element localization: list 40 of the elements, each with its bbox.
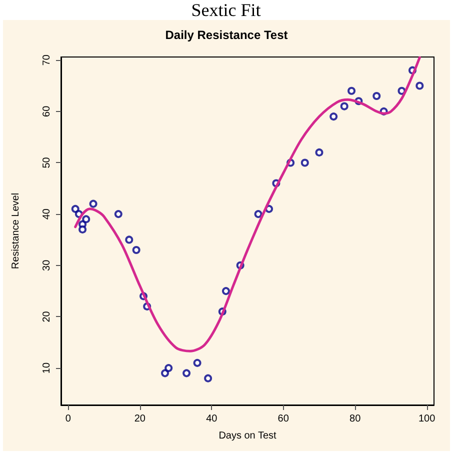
point	[182, 369, 191, 378]
x-tick-label: 20	[134, 414, 146, 424]
point	[330, 112, 338, 121]
point	[78, 225, 87, 234]
x-tick-label: 40	[206, 414, 218, 424]
point	[372, 92, 381, 100]
y-tick-label: 10	[42, 362, 52, 374]
line-series	[74, 56, 421, 352]
point	[161, 369, 170, 378]
y-tick-label: 60	[42, 105, 52, 117]
y-tick-label: 30	[42, 259, 52, 271]
point	[340, 102, 348, 110]
point	[416, 82, 424, 90]
point	[132, 246, 140, 254]
point	[114, 210, 122, 218]
x-tick-label: 80	[350, 414, 362, 424]
point	[204, 374, 212, 382]
y-tick-label: 70	[42, 54, 52, 66]
point	[222, 287, 230, 296]
point	[348, 86, 356, 95]
point	[398, 86, 406, 95]
point	[300, 158, 309, 167]
x-axis-title: Days on Test	[218, 430, 277, 442]
point	[254, 210, 262, 218]
y-tick-label: 50	[42, 156, 52, 168]
point	[82, 215, 90, 224]
x-tick-label: 60	[278, 414, 290, 424]
x-tick-label: 0	[65, 414, 72, 424]
point	[89, 200, 98, 208]
point	[164, 364, 173, 372]
y-tick-label: 40	[42, 208, 52, 220]
point	[193, 358, 202, 367]
point	[71, 204, 80, 213]
y-axis-title: Resistance Level	[10, 192, 22, 270]
text: Sextic Fit	[190, 0, 262, 20]
chart-title: Daily Resistance Test	[165, 28, 288, 42]
point	[315, 148, 324, 156]
x-tick-label: 100	[418, 414, 436, 424]
y-tick-label: 20	[42, 310, 52, 322]
point	[125, 236, 134, 244]
